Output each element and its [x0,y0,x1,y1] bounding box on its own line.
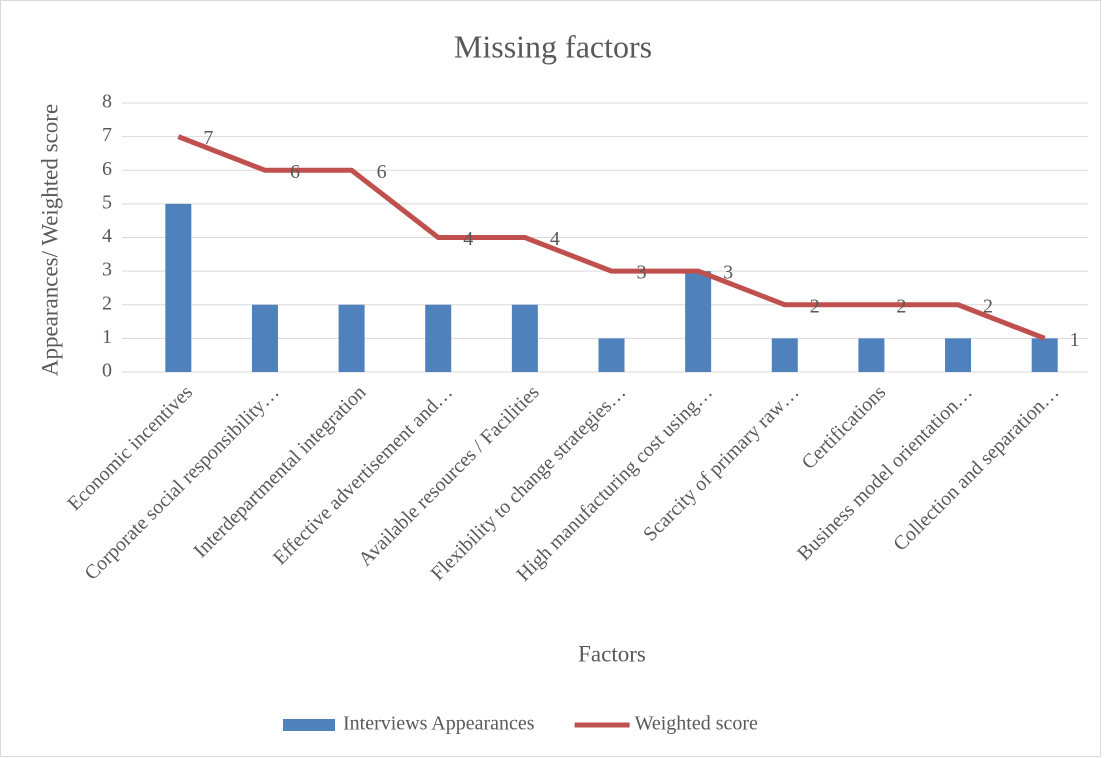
data-label: 2 [983,295,993,317]
data-label: 3 [723,262,733,284]
data-label: 4 [463,228,473,250]
bar [598,338,625,372]
bar [685,271,712,372]
data-label: 2 [810,295,820,317]
data-label: 6 [290,161,300,183]
data-label: 4 [550,228,560,250]
line [177,134,1046,341]
bar [771,338,798,372]
y-tick-label: 6 [102,158,112,180]
y-tick-label: 7 [102,124,112,146]
data-label: 2 [896,295,906,317]
legend-label: Weighted score [635,713,758,735]
data-label: 3 [637,262,647,284]
data-label: 1 [1070,329,1080,351]
bar [1031,338,1058,372]
y-axis-title: Appearances/ Weighted score [37,104,62,376]
chart-title: Missing factors [454,28,652,64]
bar [338,304,365,372]
bar [945,338,972,372]
x-axis-title: Factors [578,641,646,666]
y-tick-label: 2 [102,292,112,314]
bar [858,338,885,372]
legend-swatch [283,719,335,731]
y-tick-label: 8 [102,91,112,113]
bar [425,304,452,372]
y-tick-label: 5 [102,191,112,213]
bar [251,304,278,372]
data-label: 7 [203,127,213,149]
y-tick-label: 3 [102,259,112,281]
bar [165,203,192,372]
bar [511,304,538,372]
y-tick-label: 0 [102,360,112,382]
y-tick-label: 1 [102,326,112,348]
data-label: 6 [377,161,387,183]
y-tick-label: 4 [102,225,112,247]
legend-label: Interviews Appearances [343,713,535,735]
